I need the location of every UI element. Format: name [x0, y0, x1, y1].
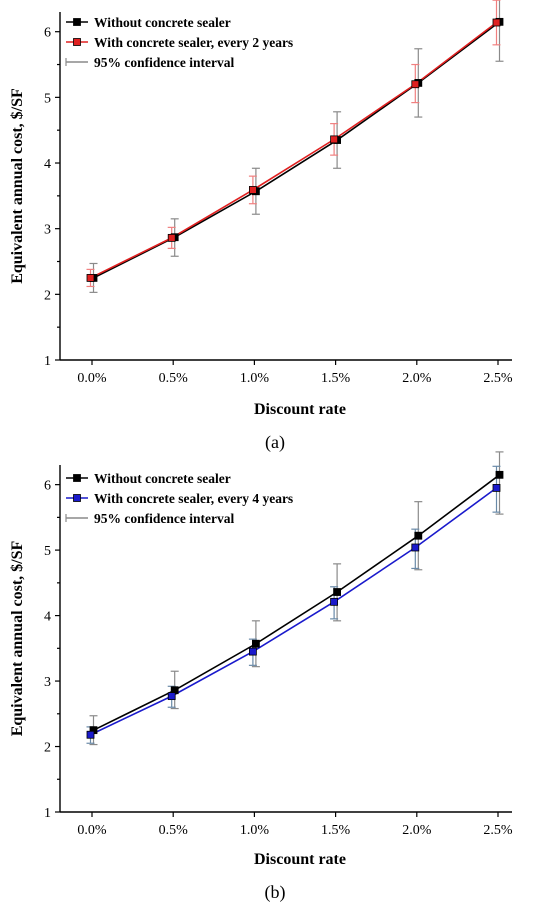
data-point [167, 692, 176, 701]
legend-ci-label: 95% confidence interval [94, 511, 234, 526]
data-point [248, 647, 257, 656]
y-tick-label: 5 [44, 91, 51, 106]
x-tick-label: 2.0% [402, 823, 432, 838]
data-point [411, 80, 420, 89]
data-point [333, 588, 342, 596]
legend-marker [73, 38, 81, 46]
data-point [248, 186, 257, 194]
data-point [414, 531, 423, 540]
y-tick-label: 2 [44, 288, 51, 303]
data-point [86, 730, 95, 739]
legend-marker [73, 494, 81, 502]
legend-marker [73, 18, 81, 26]
x-tick-label: 1.0% [240, 823, 270, 838]
data-point [492, 484, 501, 492]
legend-ci-label: 95% confidence interval [94, 55, 234, 70]
y-tick-label: 3 [44, 223, 51, 238]
chart-panel-2: 1 2 3 4 5 6 0.0% 0.5% 1.0% 1.5% 2.0% 2.5% Discount r… [9, 451, 513, 903]
x-tick-label: 1.5% [321, 371, 351, 386]
x-tick-label: 2.5% [483, 823, 513, 838]
legend-label: With concrete sealer, every 2 years [94, 35, 293, 50]
x-tick-label: 1.0% [240, 371, 270, 386]
data-point [251, 639, 260, 648]
chart-panel-1: 1 2 3 4 5 6 0.0% 0.5% 1.0% 1.5% 2.0% 2.5% Discount r… [9, 0, 513, 453]
data-point [167, 233, 176, 242]
data-point [330, 135, 339, 144]
y-tick-label: 1 [44, 354, 51, 369]
x-tick-label: 1.5% [321, 823, 351, 838]
data-point [411, 543, 420, 552]
y-tick-label: 5 [44, 544, 51, 559]
legend-label: Without concrete sealer [94, 15, 231, 30]
legend-marker [73, 474, 81, 482]
x-tick-label: 2.5% [483, 371, 513, 386]
x-tick-label: 0.0% [77, 823, 107, 838]
y-tick-label: 2 [44, 741, 51, 756]
y-tick-label: 6 [44, 26, 51, 41]
x-axis-label: Discount rate [254, 851, 346, 868]
panel-label: (a) [265, 432, 285, 453]
y-axis-label: Equivalent annual cost, $/SF [9, 88, 26, 284]
panel-label: (b) [265, 882, 286, 903]
series-line [90, 487, 497, 736]
x-tick-label: 0.5% [159, 371, 189, 386]
x-tick-label: 2.0% [402, 371, 432, 386]
y-tick-label: 6 [44, 479, 51, 494]
data-point [495, 470, 504, 479]
series-line [93, 21, 500, 279]
x-tick-label: 0.0% [77, 371, 107, 386]
series-line [90, 21, 497, 279]
x-tick-label: 0.5% [159, 823, 189, 838]
y-tick-label: 4 [44, 610, 51, 625]
x-axis-label: Discount rate [254, 401, 346, 418]
series-line [93, 474, 500, 731]
y-tick-label: 4 [44, 157, 51, 172]
y-axis-label: Equivalent annual cost, $/SF [9, 540, 26, 736]
data-point [330, 597, 339, 606]
y-tick-label: 3 [44, 675, 51, 690]
data-point [86, 274, 95, 282]
legend-label: Without concrete sealer [94, 471, 231, 486]
y-tick-label: 1 [44, 806, 51, 821]
legend-label: With concrete sealer, every 4 years [94, 491, 293, 506]
data-point [492, 18, 501, 27]
